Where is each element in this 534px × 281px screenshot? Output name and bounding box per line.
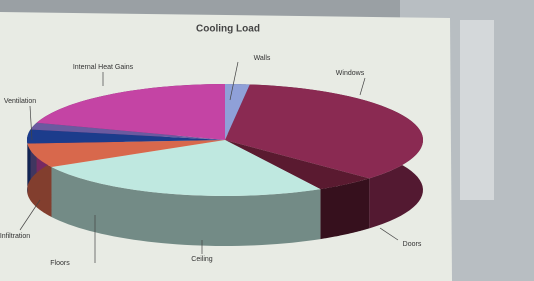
slice-label: Infiltration: [0, 233, 30, 240]
slice-label: Doors: [403, 241, 422, 248]
slice-label: Floors: [50, 260, 70, 267]
background: [460, 20, 494, 200]
chart: Cooling Load Walls Windows Doors Ceiling Flo…: [0, 0, 534, 281]
chart-title: Cooling Load: [196, 24, 260, 35]
slice-label: Ceiling: [191, 256, 213, 263]
slice-label: Windows: [336, 70, 365, 77]
slice-label: Walls: [254, 55, 271, 62]
slice-label: Ventilation: [4, 98, 36, 105]
slice-label: Internal Heat Gains: [73, 64, 134, 71]
